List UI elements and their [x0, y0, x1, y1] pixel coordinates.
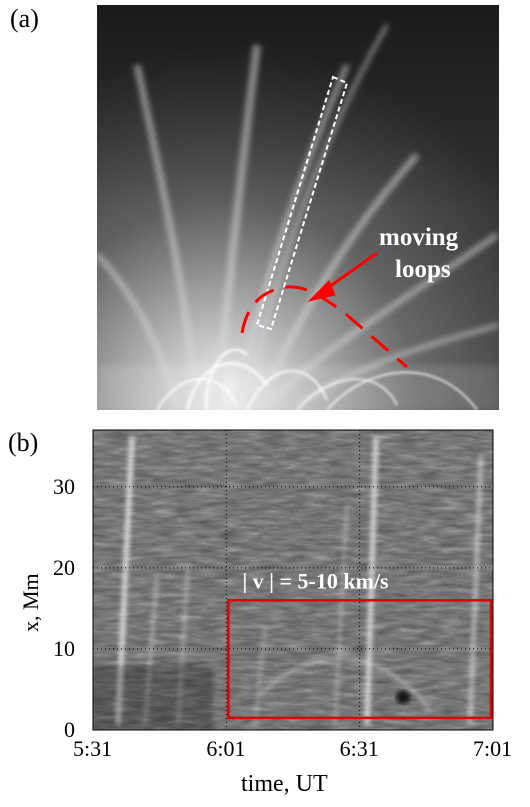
velocity-annotation: | v | = 5-10 km/s: [242, 568, 389, 593]
panel-a-image: moving loops: [97, 5, 499, 410]
annotation-text-line-2: loops: [395, 256, 451, 283]
x-axis-label: time, UT: [241, 771, 328, 797]
plot-frame: [92, 429, 494, 731]
x-tick-label-3: 7:01: [473, 736, 513, 761]
annotation-text-line-1: moving: [379, 224, 459, 251]
x-tick-label-2: 6:31: [339, 736, 379, 761]
moving-loop-outline: [240, 285, 408, 369]
y-axis-label: x, Mm: [18, 573, 43, 632]
y-tick-label-0: 0: [64, 717, 75, 742]
x-tick-label-0: 5:31: [73, 736, 113, 761]
annotation-arrow: [307, 251, 378, 302]
velocity-highlight-box: [227, 599, 493, 720]
y-tick-label-1: 10: [53, 635, 75, 661]
panel-a-label: (a): [10, 4, 39, 33]
x-tick-label-1: 6:01: [206, 736, 246, 761]
slit-box: [255, 75, 349, 331]
time-distance-plot: | v | = 5-10 km/s: [92, 429, 494, 731]
y-tick-label-2: 20: [53, 554, 75, 580]
y-tick-label-3: 30: [53, 473, 75, 499]
panel-b-label: (b): [8, 428, 39, 457]
